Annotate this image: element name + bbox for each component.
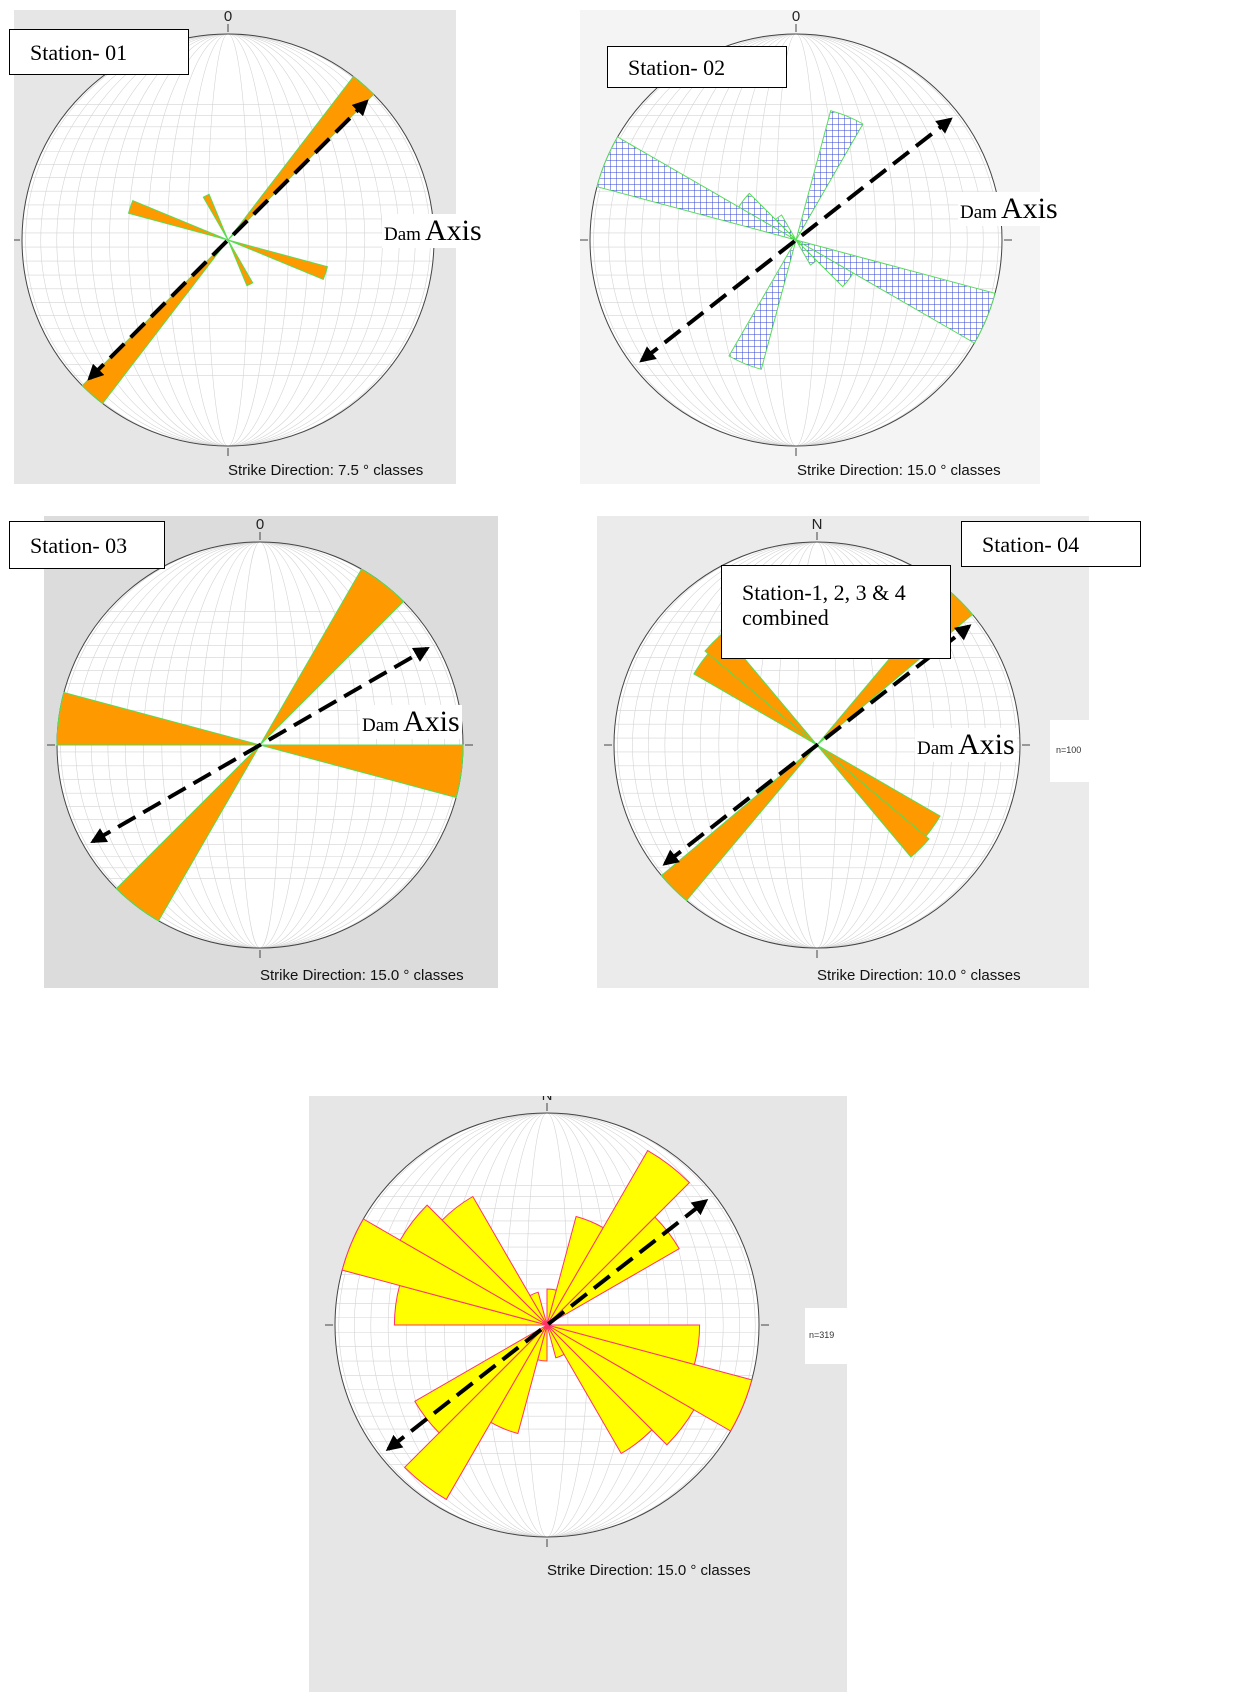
n-count-box: n=319 [805, 1308, 847, 1364]
rose-diagram-station-03: 0 Strike Direction: 15.0 ° classes [44, 516, 498, 988]
n-count: n=100 [1056, 745, 1082, 755]
dam-axis-label: Dam Axis [958, 192, 1060, 226]
strike-caption: Strike Direction: 15.0 ° classes [547, 1562, 751, 1579]
combined-label: Station-1, 2, 3 & 4 combined [721, 565, 951, 659]
strike-caption: Strike Direction: 7.5 ° classes [228, 462, 424, 479]
compass-ticks [580, 24, 1012, 456]
dam-axis-prefix: Dam [384, 224, 421, 245]
compass-ticks [325, 1103, 769, 1547]
dam-axis-prefix: Dam [917, 738, 954, 759]
compass-ticks [47, 532, 473, 958]
strike-caption: Strike Direction: 15.0 ° classes [260, 967, 464, 984]
dam-axis-arrow [639, 117, 953, 363]
rose-diagram-combined: N Strike Direction: 15.0 ° classes n=319 [309, 1096, 847, 1692]
station-label: Station- 01 [9, 29, 189, 75]
n-count: n=319 [809, 1330, 835, 1340]
strike-caption: Strike Direction: 15.0 ° classes [797, 462, 1001, 479]
primitive-circle [613, 541, 1021, 949]
dam-axis-label: Dam Axis [915, 728, 1017, 762]
station-label: Station- 03 [9, 521, 165, 569]
dam-axis-prefix: Dam [362, 715, 399, 736]
primitive-circle [589, 33, 1003, 447]
primitive-circle [334, 1112, 760, 1538]
north-label: 0 [792, 10, 800, 25]
station-label: Station- 04 [961, 521, 1141, 567]
dam-axis-main: Axis [402, 705, 460, 738]
dam-axis-prefix: Dam [960, 202, 997, 223]
compass-ticks [604, 532, 1030, 958]
dam-axis-arrow [662, 624, 972, 866]
dam-axis-arrow [87, 99, 369, 381]
n-count-box: n=100 [1050, 720, 1089, 782]
rose-plot: N [309, 1096, 847, 1692]
dam-axis-label: Dam Axis [382, 214, 484, 248]
north-label: N [812, 516, 823, 533]
dam-axis-arrow [90, 646, 430, 844]
north-label: 0 [224, 10, 232, 25]
strike-caption: Strike Direction: 10.0 ° classes [817, 967, 1021, 984]
dam-axis-main: Axis [424, 214, 482, 247]
dam-axis-arrow [385, 1199, 709, 1451]
dam-axis-main: Axis [957, 728, 1015, 761]
north-label: N [542, 1096, 553, 1104]
rose-diagram-station-02: 0 Strike Direction: 15.0 ° classes [580, 10, 1040, 484]
rose-plot: 0 [44, 516, 498, 988]
rose-plot: 0 [580, 10, 1040, 484]
dam-axis-main: Axis [1000, 192, 1058, 225]
north-label: 0 [256, 516, 264, 533]
station-label: Station- 02 [607, 46, 787, 88]
dam-axis-label: Dam Axis [360, 705, 462, 739]
